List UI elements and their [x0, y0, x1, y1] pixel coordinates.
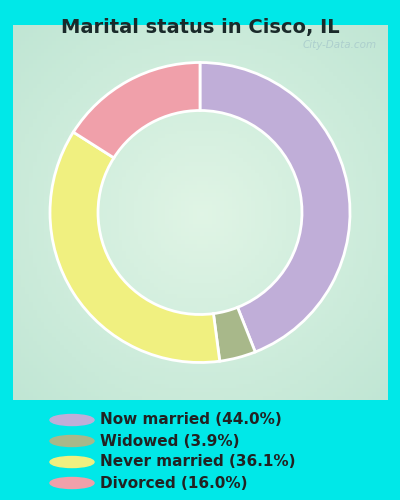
Wedge shape — [214, 308, 255, 361]
Text: Never married (36.1%): Never married (36.1%) — [100, 454, 296, 469]
Text: Now married (44.0%): Now married (44.0%) — [100, 412, 282, 428]
Circle shape — [50, 414, 94, 426]
Wedge shape — [200, 62, 350, 352]
Text: Divorced (16.0%): Divorced (16.0%) — [100, 476, 248, 490]
Wedge shape — [50, 132, 220, 362]
Text: City-Data.com: City-Data.com — [302, 40, 376, 50]
Circle shape — [50, 478, 94, 488]
Circle shape — [50, 436, 94, 446]
Circle shape — [50, 456, 94, 468]
Text: Marital status in Cisco, IL: Marital status in Cisco, IL — [61, 18, 339, 36]
Text: Widowed (3.9%): Widowed (3.9%) — [100, 434, 240, 448]
Wedge shape — [73, 62, 200, 158]
